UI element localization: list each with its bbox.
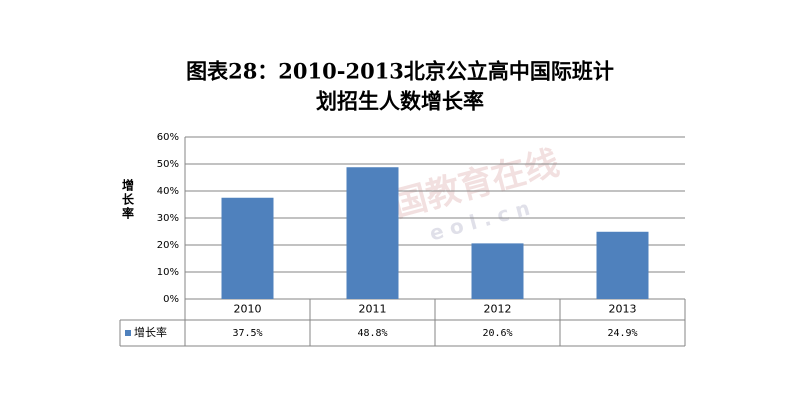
- bar: [471, 243, 524, 299]
- y-axis-label: 增长率: [121, 178, 135, 221]
- bar: [221, 197, 274, 299]
- x-tick-label: 2013: [609, 303, 637, 316]
- y-tick-label: 20%: [157, 240, 179, 251]
- y-tick-label: 0%: [163, 294, 179, 305]
- y-tick-label: 10%: [157, 267, 179, 278]
- table-value: 20.6%: [482, 328, 512, 339]
- chart-title: 图表28：2010-2013北京公立高中国际班计: [186, 59, 614, 84]
- x-tick-label: 2012: [484, 303, 512, 316]
- bar: [346, 167, 399, 299]
- bar: [596, 231, 649, 299]
- table-value: 24.9%: [607, 328, 637, 339]
- y-tick-label: 40%: [157, 186, 179, 197]
- y-tick-label: 50%: [157, 159, 179, 170]
- x-tick-label: 2011: [359, 303, 387, 316]
- legend-label: 增长率: [134, 325, 167, 339]
- y-tick-label: 60%: [157, 132, 179, 143]
- table-value: 48.8%: [357, 328, 387, 339]
- legend-swatch: [125, 330, 131, 336]
- table-value: 37.5%: [232, 328, 262, 339]
- y-tick-label: 30%: [157, 213, 179, 224]
- x-tick-label: 2010: [234, 303, 262, 316]
- chart-title: 划招生人数增长率: [316, 89, 484, 114]
